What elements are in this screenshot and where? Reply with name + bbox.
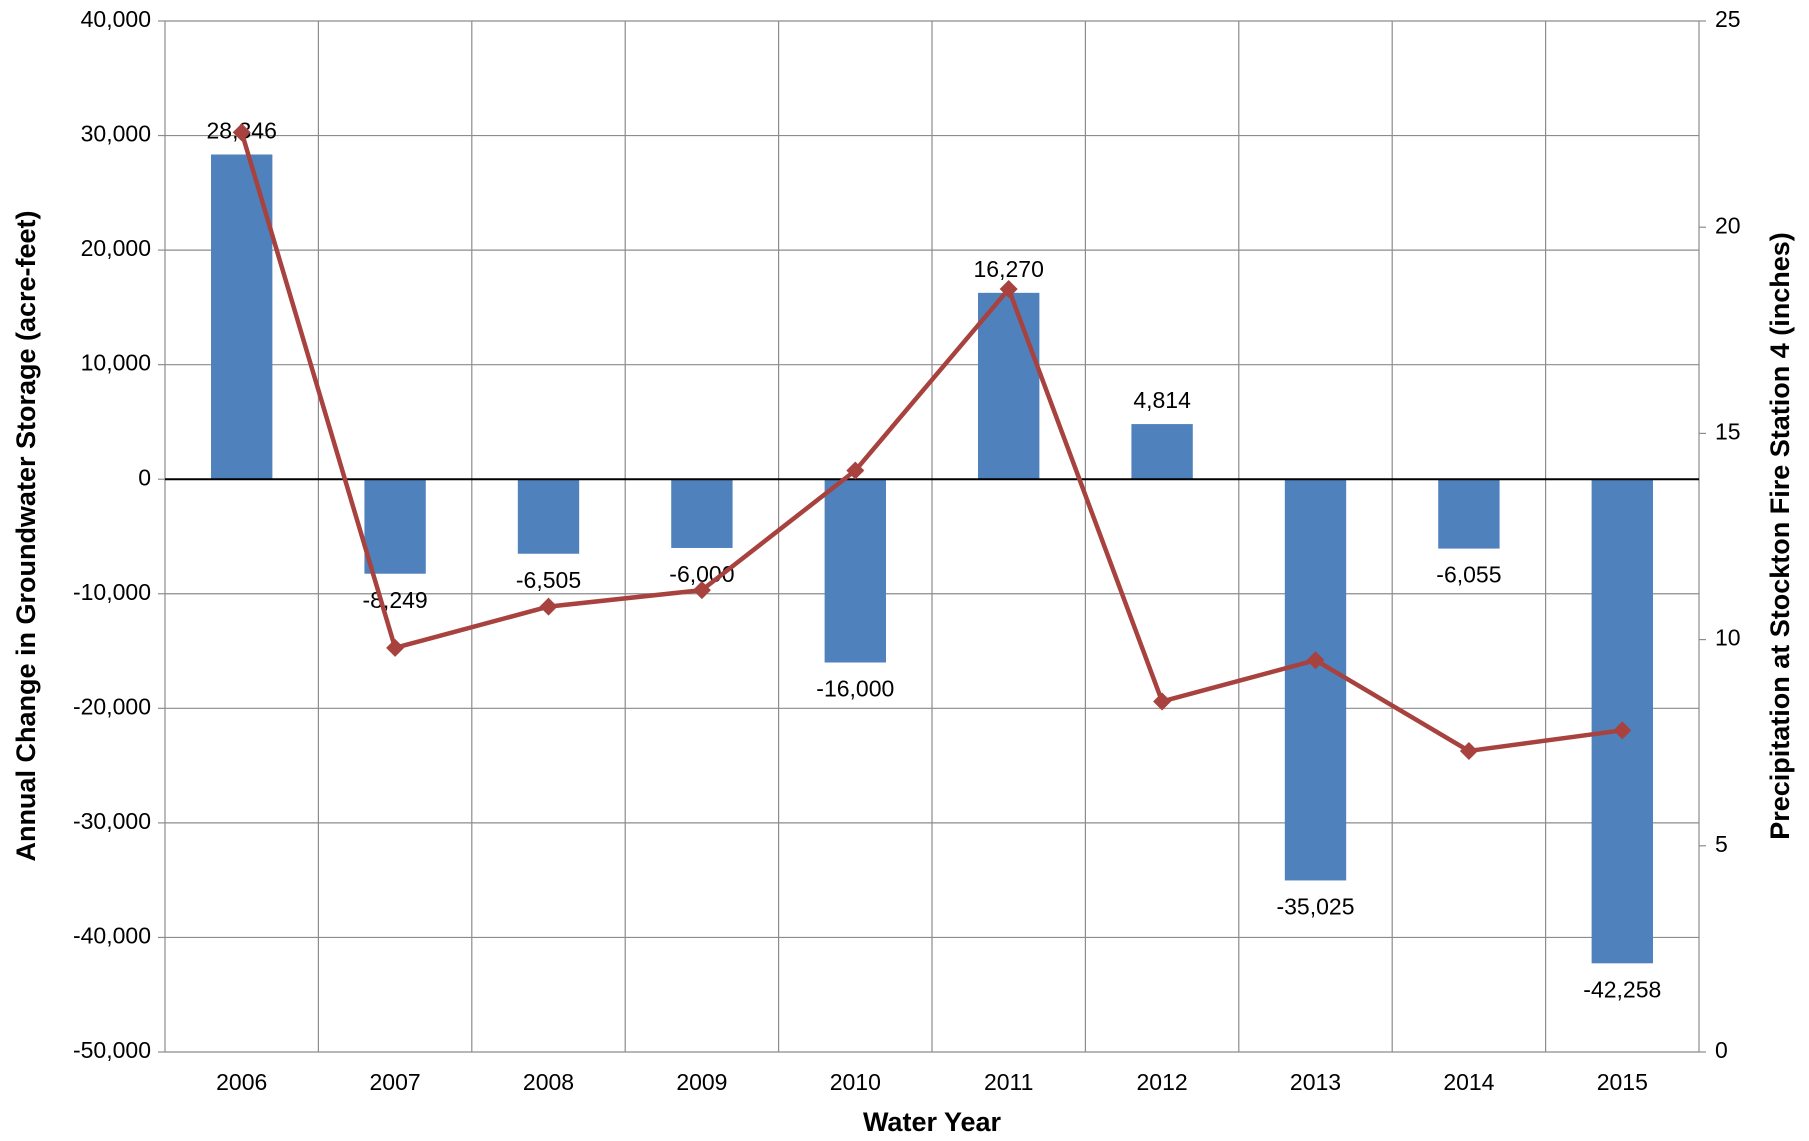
x-tick-label: 2009: [676, 1069, 727, 1095]
marker: [846, 461, 865, 480]
bar: [1131, 424, 1193, 480]
marker: [1306, 651, 1325, 670]
data-label: -6,505: [516, 567, 581, 593]
y-tick-label: -50,000: [73, 1037, 151, 1063]
x-tick-label: 2010: [830, 1069, 881, 1095]
x-tick-label: 2012: [1137, 1069, 1188, 1095]
data-label: 16,270: [974, 256, 1044, 282]
x-tick-label: 2013: [1290, 1069, 1341, 1095]
y-tick-label: 30,000: [81, 121, 151, 147]
marker: [692, 581, 711, 600]
bar: [671, 479, 733, 548]
marker: [1153, 692, 1172, 711]
marker: [999, 280, 1018, 299]
bar: [1284, 479, 1347, 881]
data-label: -42,258: [1583, 976, 1661, 1002]
marker: [232, 123, 251, 142]
bar: [364, 479, 426, 574]
x-tick-label: 2008: [523, 1069, 574, 1095]
y-tick-label: 20,000: [81, 235, 151, 261]
y-axis-title: Annual Change in Groundwater Storage (ac…: [11, 210, 41, 861]
y-tick-label: -40,000: [73, 923, 151, 949]
x-tick-label: 2015: [1597, 1069, 1648, 1095]
y-tick-label: 10,000: [81, 350, 151, 376]
bar: [978, 292, 1040, 480]
x-axis-title: Water Year: [863, 1107, 1002, 1137]
x-tick-label: 2007: [370, 1069, 421, 1095]
x-tick-label: 2006: [216, 1069, 267, 1095]
data-label: -35,025: [1276, 894, 1354, 920]
x-tick-label: 2014: [1443, 1069, 1494, 1095]
marker: [386, 638, 405, 657]
y-tick-label: 40,000: [81, 6, 151, 32]
data-label: 4,814: [1133, 387, 1191, 413]
marker: [539, 597, 558, 616]
x-tick-label: 2011: [984, 1069, 1033, 1095]
y2-tick-label: 5: [1715, 831, 1728, 857]
y-tick-label: -20,000: [73, 693, 151, 719]
data-label: -8,249: [362, 587, 427, 613]
y2-tick-label: 20: [1715, 212, 1741, 238]
bar: [1591, 479, 1653, 964]
y2-tick-label: 0: [1715, 1037, 1728, 1063]
y2-tick-label: 10: [1715, 625, 1741, 651]
y-tick-label: -30,000: [73, 808, 151, 834]
data-label: -6,055: [1436, 562, 1501, 588]
data-label: -16,000: [816, 676, 894, 702]
y2-axis-title: Precipitation at Stockton Fire Station 4…: [1765, 232, 1795, 840]
marker: [1613, 721, 1632, 740]
y-tick-label: 0: [138, 464, 151, 490]
y2-tick-label: 15: [1715, 418, 1741, 444]
line: [239, 131, 1623, 754]
bar: [824, 479, 886, 663]
marker: [1459, 741, 1478, 760]
bar: [1438, 479, 1500, 549]
y-tick-label: -10,000: [73, 579, 151, 605]
bar: [517, 479, 580, 554]
y2-tick-label: 25: [1715, 6, 1741, 32]
